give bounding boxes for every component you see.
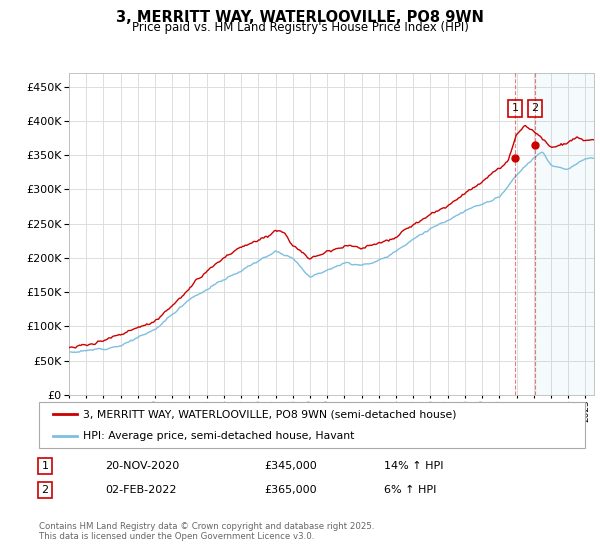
FancyBboxPatch shape — [39, 402, 585, 448]
Text: 1: 1 — [512, 104, 518, 114]
Text: Contains HM Land Registry data © Crown copyright and database right 2025.
This d: Contains HM Land Registry data © Crown c… — [39, 522, 374, 542]
Text: 3, MERRITT WAY, WATERLOOVILLE, PO8 9WN (semi-detached house): 3, MERRITT WAY, WATERLOOVILLE, PO8 9WN (… — [83, 409, 456, 419]
Text: £345,000: £345,000 — [264, 461, 317, 471]
Text: £365,000: £365,000 — [264, 485, 317, 495]
Text: 2: 2 — [532, 104, 539, 114]
Text: 6% ↑ HPI: 6% ↑ HPI — [384, 485, 436, 495]
Text: HPI: Average price, semi-detached house, Havant: HPI: Average price, semi-detached house,… — [83, 431, 354, 441]
Text: 02-FEB-2022: 02-FEB-2022 — [105, 485, 176, 495]
Text: 20-NOV-2020: 20-NOV-2020 — [105, 461, 179, 471]
Bar — [535, 73, 594, 395]
Text: 1: 1 — [41, 461, 49, 471]
Text: Price paid vs. HM Land Registry's House Price Index (HPI): Price paid vs. HM Land Registry's House … — [131, 21, 469, 34]
Text: 2: 2 — [41, 485, 49, 495]
Text: 3, MERRITT WAY, WATERLOOVILLE, PO8 9WN: 3, MERRITT WAY, WATERLOOVILLE, PO8 9WN — [116, 10, 484, 25]
Text: 14% ↑ HPI: 14% ↑ HPI — [384, 461, 443, 471]
